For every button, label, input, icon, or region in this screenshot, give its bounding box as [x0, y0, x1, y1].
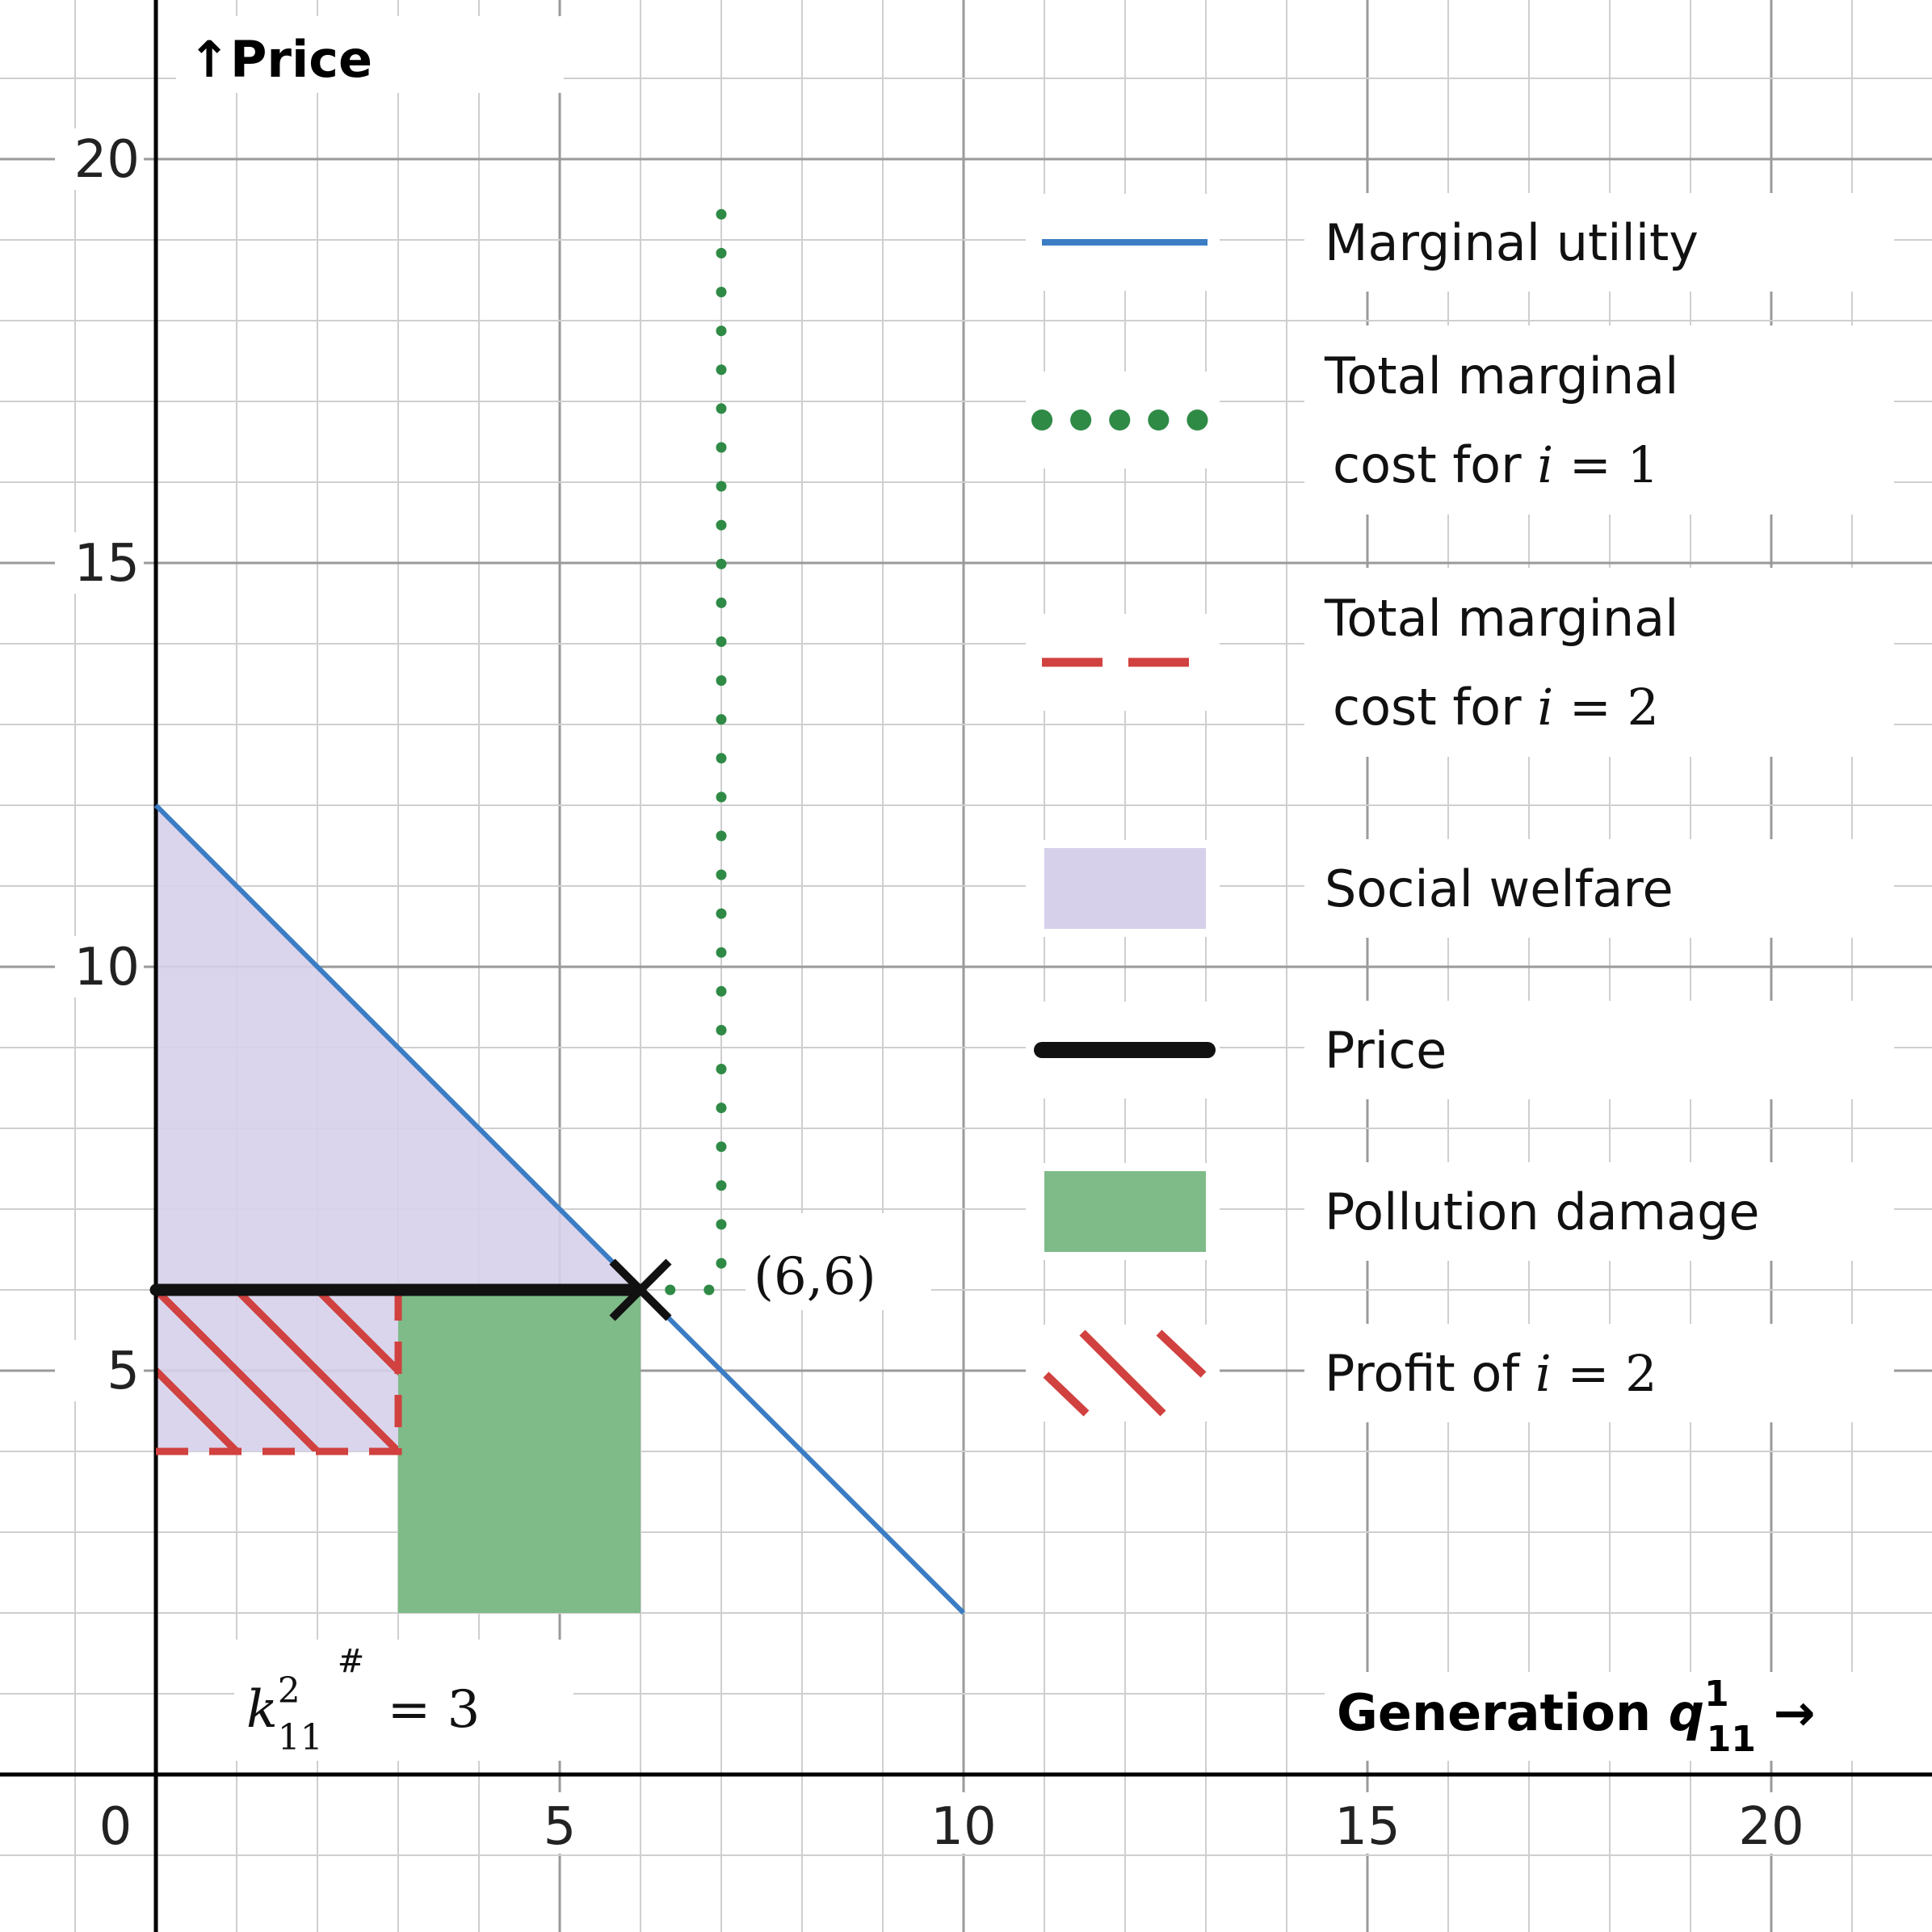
tick-bg	[79, 1792, 152, 1854]
legend-label-1: cost for i = 1	[1333, 435, 1659, 494]
legend-label-4: Price	[1325, 1021, 1447, 1080]
tick-bg	[523, 1792, 596, 1854]
series-total-marginal-cost-for-i-2	[156, 1290, 402, 1455]
legend-label-0: Marginal utility	[1325, 213, 1699, 272]
tick-bg	[927, 1792, 1000, 1854]
point-label: (6,6)	[754, 1247, 876, 1307]
tick-bg	[55, 128, 144, 190]
legend-label-3: Social welfare	[1325, 859, 1674, 918]
x-tick-label: 15	[1334, 1797, 1400, 1857]
xlabel-bg	[1325, 1672, 1932, 1761]
y-tick-label: 10	[74, 938, 140, 998]
legend-swatch-pollution	[1044, 1171, 1206, 1252]
pollution-damage-area	[398, 1290, 640, 1613]
legend-label-2: Total marginal	[1324, 589, 1678, 648]
legend-text-bg	[1304, 1001, 1894, 1099]
tick-bg	[1331, 1792, 1404, 1854]
point-label-bg	[746, 1213, 931, 1310]
legend-text-bg	[1304, 839, 1894, 938]
legend-swatch-profit	[1156, 1329, 1207, 1378]
legend-label-2: cost for i = 2	[1333, 678, 1659, 737]
legend-text-bg	[1304, 568, 1894, 757]
x-tick-label: 5	[544, 1797, 577, 1857]
labels: 0 5 10 15 20 5 10 15 20 ↑Price Generation q1 11 → (6…	[55, 16, 1932, 1857]
y-tick-label: 5	[107, 1342, 140, 1401]
legend-label-1: Total marginal	[1324, 346, 1678, 405]
legend-swatch-profit	[1043, 1371, 1090, 1417]
legend: Marginal utility Total marginal cost for i…	[1026, 193, 1894, 1422]
x-tick-label: 20	[1738, 1797, 1804, 1857]
series-marginal-utility	[153, 803, 966, 1615]
profit-area	[156, 1290, 398, 1451]
tick-bg	[55, 1340, 144, 1401]
k-annotation: k2 11# = 3	[246, 1643, 480, 1758]
y-tick-label: 20	[74, 130, 140, 190]
k-label-bg	[234, 1640, 573, 1761]
series	[149, 178, 966, 1615]
legend-label-6: Profit of i = 2	[1325, 1344, 1657, 1403]
legend-text-bg	[1304, 1162, 1894, 1261]
legend-text-bg	[1304, 193, 1894, 292]
y-tick-label: 15	[74, 534, 140, 594]
x-axis-label: Generation q1 11 →	[1337, 1674, 1816, 1760]
x-tick-label: 10	[930, 1797, 996, 1857]
x-tick-label: 0	[99, 1797, 132, 1857]
legend-swatch-social-welfare	[1044, 848, 1206, 929]
tick-bg	[1735, 1792, 1808, 1854]
legend-text-bg	[1304, 326, 1894, 514]
legend-swatch-profit	[1079, 1329, 1166, 1417]
legend-text-bg	[1304, 1324, 1894, 1422]
legend-label-5: Pollution damage	[1325, 1182, 1760, 1241]
equilibrium-marker	[609, 1258, 672, 1321]
tick-bg	[55, 532, 144, 594]
ylabel-bg	[176, 16, 564, 93]
y-axis-label: ↑Price	[188, 30, 372, 89]
tick-bg	[55, 936, 144, 998]
